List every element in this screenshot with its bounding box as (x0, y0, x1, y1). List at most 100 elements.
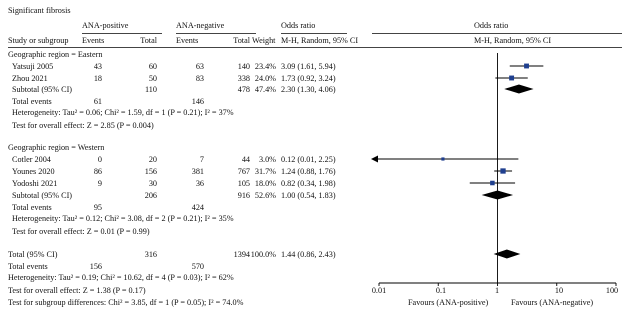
subtotal-label: Subtotal (95% CI) (12, 191, 73, 200)
favours-right-label: Favours (ANA-negative) (511, 298, 594, 307)
total-header-positive: Total (140, 36, 157, 45)
header-rule-or-col (281, 33, 347, 34)
subgroup-label: Geographic region = Western (8, 143, 105, 152)
study-ci: 0.82 (0.34, 1.98) (281, 179, 336, 188)
study-name: Cotler 2004 (12, 155, 51, 164)
total-events-neg: 146 (191, 97, 204, 106)
pos-events: 0 (97, 155, 102, 164)
pos-total: 50 (148, 74, 157, 83)
pos-events: 86 (93, 167, 102, 176)
grand-total-events-label: Total events (8, 262, 48, 271)
figure-title: Significant fibrosis (8, 6, 71, 15)
study-name: Yatsuji 2005 (12, 62, 54, 71)
subgroup-label: Geographic region = Eastern (8, 50, 103, 59)
study-ci: 1.24 (0.88, 1.76) (281, 167, 336, 176)
subgroup-difference-text: Test for subgroup differences: Chi² = 3.… (8, 298, 244, 307)
neg-total: 140 (237, 62, 250, 71)
neg-events: 63 (195, 62, 204, 71)
neg-events: 7 (199, 155, 204, 164)
study-weight: 31.7% (254, 167, 276, 176)
header-rule-or-plot (372, 33, 622, 34)
neg-total: 105 (237, 179, 250, 188)
study-ci: 3.09 (1.61, 5.94) (281, 62, 336, 71)
odds-ratio-column-header: Odds ratio (281, 21, 316, 30)
ci-arrow (371, 155, 378, 163)
study-ci: 1.73 (0.92, 3.24) (281, 74, 336, 83)
pos-total: 156 (144, 167, 157, 176)
neg-total: 44 (241, 155, 250, 164)
study-marker (509, 75, 515, 81)
pos-total: 60 (148, 62, 157, 71)
total-overall-effect-text: Test for overall effect: Z = 1.38 (P = 0… (8, 286, 146, 295)
grand-total-events-neg: 570 (191, 262, 204, 271)
axis-tick-label: 100 (605, 286, 619, 295)
neg-total: 338 (237, 74, 250, 83)
total-neg-total: 1394 (233, 250, 250, 259)
study-column-header: Study or subgroup (8, 36, 69, 45)
overall-effect-text: Test for overall effect: Z = 2.85 (P = 0… (12, 121, 154, 130)
pos-total: 30 (148, 179, 157, 188)
study-marker (524, 63, 529, 69)
subtotal-pos-total: 110 (145, 85, 157, 94)
study-ci: 0.12 (0.01, 2.25) (281, 155, 336, 164)
subtotal-neg-total: 916 (237, 191, 250, 200)
study-name: Yodoshi 2021 (12, 179, 58, 188)
total-events-pos: 61 (93, 97, 102, 106)
study-name: Younes 2020 (12, 167, 55, 176)
study-name: Zhou 2021 (12, 74, 48, 83)
study-weight: 3.0% (258, 155, 276, 164)
subtotal-weight: 47.4% (254, 85, 276, 94)
neg-total: 767 (237, 167, 250, 176)
odds-ratio-plot-header: Odds ratio (474, 21, 509, 30)
total-events-neg: 424 (191, 203, 204, 212)
subtotal-ci: 1.00 (0.54, 1.83) (281, 191, 336, 200)
subtotal-diamond (504, 84, 534, 94)
axis-tick-label: 0.01 (371, 286, 387, 295)
total-events-label: Total events (12, 97, 52, 106)
study-marker (490, 180, 495, 186)
study-marker (441, 157, 445, 161)
overall-effect-text: Test for overall effect: Z = 0.01 (P = 0… (12, 227, 150, 236)
header-rule-negative (176, 33, 256, 34)
events-header-positive: Events (82, 36, 105, 45)
method-plot-header: M-H, Random, 95% CI (474, 36, 552, 45)
subtotal-pos-total: 206 (144, 191, 157, 200)
total-heterogeneity-text: Heterogeneity: Tau² = 0.19; Chi² = 10.62… (8, 273, 234, 282)
total-ci: 1.44 (0.86, 2.43) (281, 250, 336, 259)
subtotal-ci: 2.30 (1.30, 4.06) (281, 85, 336, 94)
subtotal-diamond (481, 190, 514, 200)
study-weight: 24.0% (254, 74, 276, 83)
weight-header: Weight (252, 36, 276, 45)
header-bottom-rule (8, 47, 622, 48)
neg-events: 381 (191, 167, 204, 176)
grand-total-events-pos: 156 (89, 262, 102, 271)
axis-tick-label: 0.1 (435, 286, 447, 295)
axis-tick-label: 1 (494, 286, 500, 295)
study-weight: 23.4% (254, 62, 276, 71)
subtotal-weight: 52.6% (254, 191, 276, 200)
study-marker (500, 168, 506, 174)
neg-events: 83 (195, 74, 204, 83)
total-weight: 100.0% (250, 250, 276, 259)
total-events-pos: 95 (93, 203, 102, 212)
pos-events: 43 (93, 62, 102, 71)
neg-events: 36 (195, 179, 204, 188)
total-label: Total (95% CI) (8, 250, 58, 259)
events-header-negative: Events (176, 36, 199, 45)
heterogeneity-text: Heterogeneity: Tau² = 0.06; Chi² = 1.59,… (12, 108, 234, 117)
pos-total: 20 (148, 155, 157, 164)
total-events-label: Total events (12, 203, 52, 212)
study-weight: 18.0% (254, 179, 276, 188)
pos-events: 18 (93, 74, 102, 83)
heterogeneity-text: Heterogeneity: Tau² = 0.12; Chi² = 3.08,… (12, 214, 234, 223)
subtotal-neg-total: 478 (237, 85, 250, 94)
pos-events: 9 (97, 179, 102, 188)
axis-tick-label: 10 (554, 286, 564, 295)
total-pos-total: 316 (144, 250, 157, 259)
method-column-header: M-H, Random, 95% CI (281, 36, 359, 45)
subtotal-label: Subtotal (95% CI) (12, 85, 73, 94)
overall-diamond (493, 249, 521, 259)
favours-left-label: Favours (ANA-positive) (408, 298, 489, 307)
